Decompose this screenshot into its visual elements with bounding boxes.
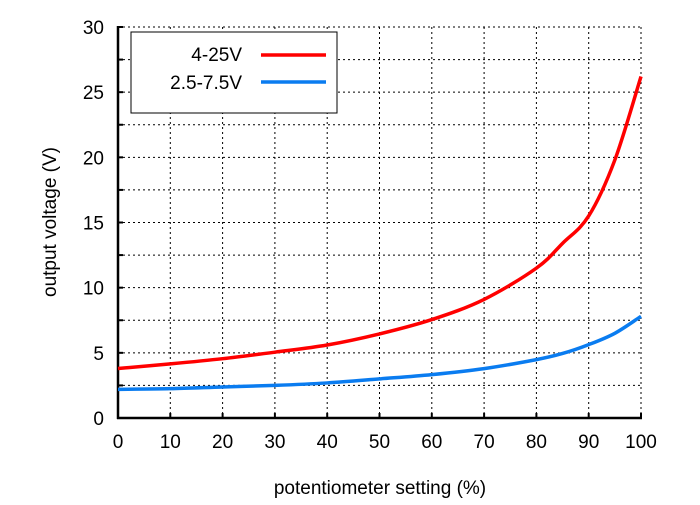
x-tick-label: 10 (160, 432, 181, 453)
y-tick-label: 0 (93, 409, 104, 430)
legend-label-4-25v: 4-25V (191, 45, 242, 66)
y-tick-label: 20 (83, 148, 104, 169)
x-tick-label: 20 (212, 432, 233, 453)
x-tick-label: 80 (526, 432, 547, 453)
x-tick-label: 70 (474, 432, 495, 453)
legend: 4-25V 2.5-7.5V (130, 31, 338, 114)
legend-label-2-5-7-5v: 2.5-7.5V (170, 73, 242, 94)
x-tick-label: 50 (369, 432, 390, 453)
x-tick-label: 100 (625, 432, 657, 453)
x-tick-label: 40 (317, 432, 338, 453)
series-line-4-25v (117, 76, 643, 371)
x-tick-label: 0 (113, 432, 124, 453)
y-tick-label: 5 (93, 344, 104, 365)
y-axis-label: output voltage (V) (40, 147, 61, 297)
x-axis-label: potentiometer setting (%) (274, 478, 486, 499)
legend-box (130, 31, 338, 114)
x-tick-label: 90 (578, 432, 599, 453)
tick-labels: 0 10 20 30 40 50 60 70 80 90 100 0 5 10 15 20 25 30 (83, 18, 657, 453)
x-tick-label: 30 (264, 432, 285, 453)
axes (116, 26, 642, 420)
x-tick-label: 60 (421, 432, 442, 453)
series-line-2-5-7-5v (117, 314, 642, 392)
y-tick-label: 15 (83, 214, 104, 235)
y-tick-label: 10 (83, 279, 104, 300)
y-tick-label: 30 (83, 18, 104, 39)
y-tick-label: 25 (83, 83, 104, 104)
series-lines (117, 76, 643, 392)
